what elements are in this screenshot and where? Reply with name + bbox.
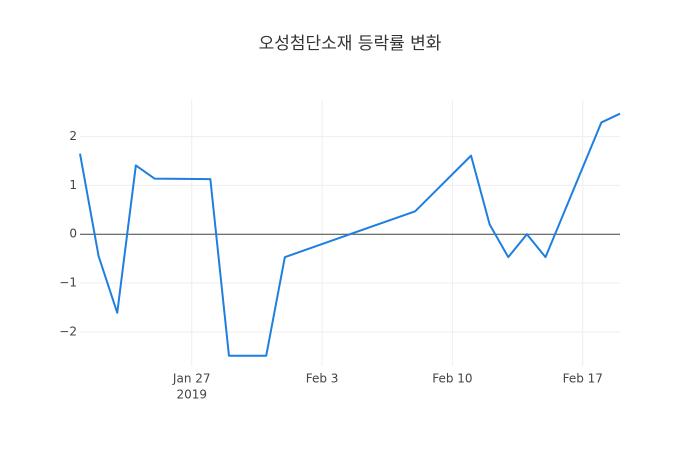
y-tick-label: 0 (69, 227, 77, 241)
y-tick-label: −1 (59, 276, 77, 290)
x-tick-label: Feb 3 (306, 372, 339, 386)
y-tick-label: 1 (69, 178, 77, 192)
y-tick-label: −2 (59, 324, 77, 338)
x-tick-label: Feb 10 (432, 372, 472, 386)
y-tick-label: 2 (69, 129, 77, 143)
x-year-label: 2019 (176, 388, 207, 402)
chart-title: 오성첨단소재 등락률 변화 (259, 34, 442, 54)
line (79, 112, 621, 357)
x-tick-label: Feb 17 (563, 372, 603, 386)
x-tick-label: Jan 27 (172, 372, 211, 386)
